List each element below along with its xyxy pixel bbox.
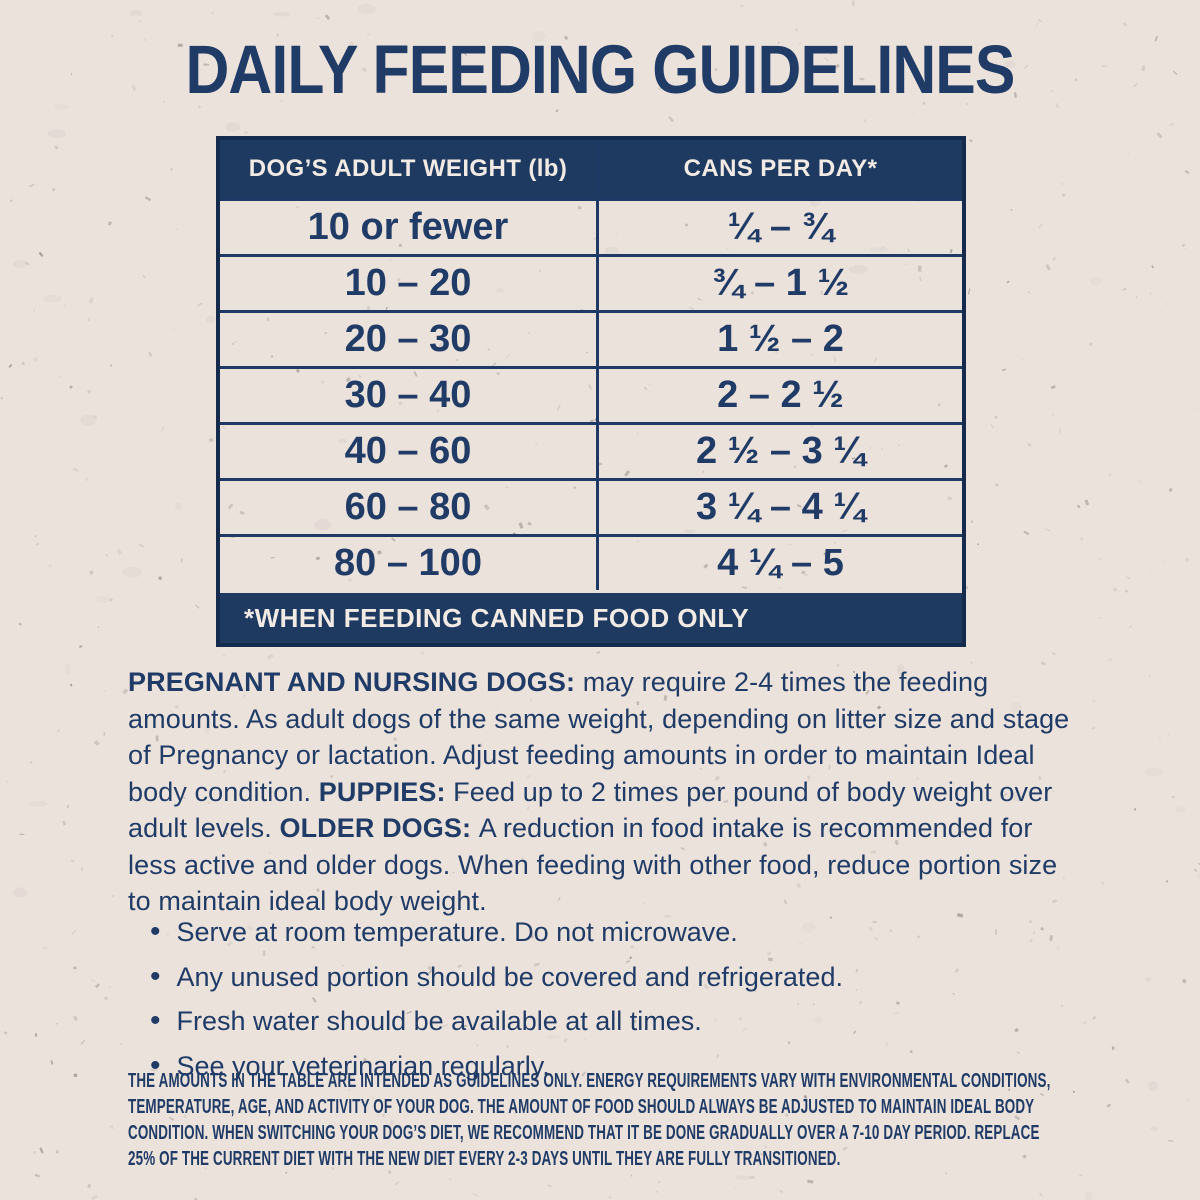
paragraph-segment: Feed up to 2 times per pound of body wei… (128, 776, 1053, 844)
list-item: • See your veterinarian regularly. (150, 1044, 1080, 1089)
weight-cell: 60 – 80 (220, 481, 599, 534)
paragraph-lead-older-dogs: OLDER DOGS: (279, 813, 479, 843)
bullet-text: Fresh water should be available at all t… (176, 1006, 702, 1036)
table-row: 20 – 30 1 ½ – 2 (220, 310, 962, 366)
weight-cell: 20 – 30 (220, 313, 599, 366)
table-header-cans: CANS PER DAY* (683, 155, 878, 182)
bullet-icon: • (150, 1048, 161, 1082)
cans-cell: ¼ – ¾ (727, 206, 834, 248)
cans-cell: ¾ – 1 ½ (711, 262, 850, 304)
paragraph-segment: A reduction in food intake is recommende… (128, 813, 1058, 916)
info-paragraph: PREGNANT AND NURSING DOGS: may require 2… (128, 664, 1080, 920)
list-item: • Serve at room temperature. Do not micro… (150, 910, 1080, 955)
table-row: 40 – 60 2 ½ – 3 ¼ (220, 422, 962, 478)
table-header-weight: DOG’S ADULT WEIGHT (lb) (220, 140, 599, 198)
bullet-icon: • (150, 959, 161, 993)
bullet-text: Serve at room temperature. Do not microw… (176, 917, 738, 947)
weight-cell: 10 – 20 (220, 257, 599, 310)
table-row: 30 – 40 2 – 2 ½ (220, 366, 962, 422)
weight-cell: 10 or fewer (220, 201, 599, 254)
cans-cell: 2 – 2 ½ (717, 374, 844, 416)
fine-print: THE AMOUNTS IN THE TABLE ARE INTENDED AS… (128, 1069, 1051, 1170)
weight-cell: 40 – 60 (220, 425, 599, 478)
cans-cell: 2 ½ – 3 ¼ (695, 430, 865, 472)
bullet-icon: • (150, 1004, 161, 1037)
cans-cell: 3 ¼ – 4 ¼ (695, 486, 865, 528)
feeding-table: DOG’S ADULT WEIGHT (lb) CANS PER DAY* 10… (216, 136, 966, 647)
bullet-text: Any unused portion should be covered and… (176, 961, 843, 992)
list-item: • Fresh water should be available at all … (150, 999, 1080, 1044)
table-row: 10 – 20 ¾ – 1 ½ (220, 254, 962, 310)
table-row: 60 – 80 3 ¼ – 4 ¼ (220, 478, 962, 534)
table-row: 80 – 100 4 ¼ – 5 (220, 534, 962, 590)
weight-cell: 30 – 40 (220, 369, 599, 422)
page-title: DAILY FEEDING GUIDELINES (185, 31, 1015, 108)
paragraph-lead-pregnant: PREGNANT AND NURSING DOGS: (128, 667, 583, 697)
list-item: • Any unused portion should be covered an… (150, 955, 1080, 1000)
weight-cell: 80 – 100 (220, 537, 599, 590)
bullet-icon: • (150, 915, 161, 948)
bullet-text: See your veterinarian regularly. (176, 1050, 550, 1081)
paragraph-segment: may require 2-4 times the feeding amount… (128, 667, 1070, 807)
paragraph-lead-puppies: PUPPIES: (318, 776, 454, 807)
bullet-list: • Serve at room temperature. Do not micro… (150, 910, 1080, 1088)
table-footnote: *WHEN FEEDING CANNED FOOD ONLY (220, 590, 962, 643)
cans-cell: 1 ½ – 2 (717, 318, 844, 360)
cans-cell: 4 ¼ – 5 (717, 542, 844, 584)
table-row: 10 or fewer ¼ – ¾ (220, 198, 962, 254)
table-header-row: DOG’S ADULT WEIGHT (lb) CANS PER DAY* (220, 140, 962, 198)
